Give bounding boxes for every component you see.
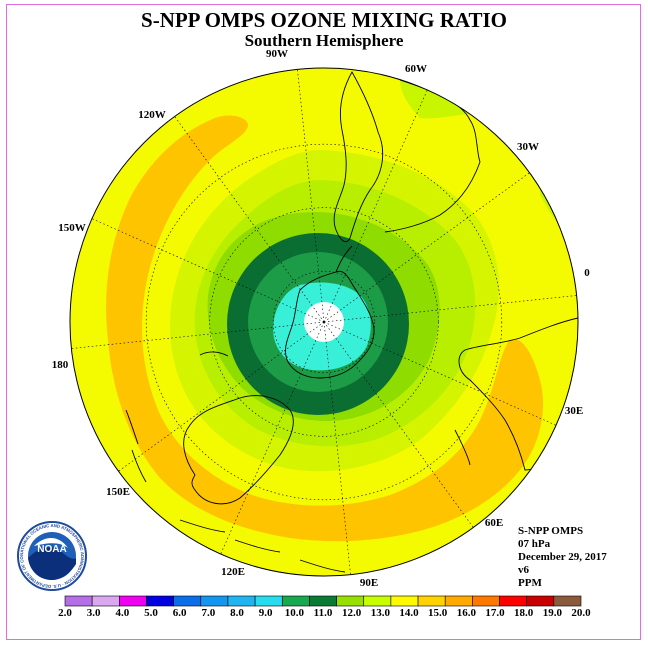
colorbar-tick-label: 9.0 <box>258 607 273 619</box>
colorbar-tick-label: 3.0 <box>86 607 101 619</box>
latitude-circle <box>145 143 503 501</box>
longitude-label: 60E <box>485 517 503 529</box>
info-level: 07 hPa <box>518 538 551 550</box>
colorbar <box>64 595 582 607</box>
colorbar-tick-label: 11.0 <box>313 607 333 619</box>
graticule <box>71 69 577 575</box>
colorbar-tick-label: 18.0 <box>514 607 534 619</box>
colorbar-tick-label: 10.0 <box>284 607 304 619</box>
info-date: December 29, 2017 <box>518 551 607 563</box>
longitude-label: 30W <box>517 141 539 153</box>
colorbar-swatch <box>254 595 283 607</box>
info-units: PPM <box>518 577 542 589</box>
colorbar-tick-label: 2.0 <box>58 607 72 619</box>
noaa-logo: NOAA NATIONAL OCEANIC AND ATMOSPHERIC AD… <box>17 521 87 591</box>
colorbar-swatch <box>390 595 419 607</box>
colorbar-swatch <box>227 595 256 607</box>
colorbar-swatch <box>281 595 310 607</box>
colorbar-swatch <box>363 595 392 607</box>
colorbar-labels: 2.0 3.0 4.0 5.0 6.0 7.0 8.0 9.0 10.0 11.0 12.0 13.0… <box>0 607 648 621</box>
longitude-label: 180 <box>52 359 69 371</box>
longitude-label: 150E <box>106 486 130 498</box>
longitude-label: 150W <box>58 222 86 234</box>
longitude-label: 30E <box>565 405 583 417</box>
colorbar-tick-label: 12.0 <box>342 607 362 619</box>
colorbar-tick-label: 15.0 <box>428 607 448 619</box>
latitude-circle <box>272 270 376 374</box>
longitude-label: 0 <box>584 267 590 279</box>
colorbar-swatch <box>499 595 527 607</box>
longitude-label: 90E <box>360 577 378 589</box>
colorbar-swatch <box>119 595 147 607</box>
map-title: S-NPP OMPS OZONE MIXING RATIO <box>141 8 507 32</box>
colorbar-tick-label: 5.0 <box>144 607 158 619</box>
latitude-circle <box>209 207 439 437</box>
map-subtitle: Southern Hemisphere <box>244 31 404 50</box>
colorbar-tick-label: 14.0 <box>399 607 419 619</box>
longitude-label: 90W <box>266 48 288 60</box>
info-panel: S-NPP OMPS 07 hPa December 29, 2017 v6 P… <box>518 525 607 590</box>
colorbar-swatch <box>526 595 555 607</box>
colorbar-tick-label: 20.0 <box>571 607 591 619</box>
longitude-label: 120E <box>221 566 245 578</box>
colorbar-swatch <box>146 595 174 607</box>
colorbar-swatch <box>444 595 473 607</box>
colorbar-swatch <box>200 595 229 607</box>
noaa-logo-text: NOAA <box>37 544 66 555</box>
colorbar-swatch <box>336 595 365 607</box>
colorbar-tick-label: 8.0 <box>230 607 244 619</box>
info-instrument: S-NPP OMPS <box>518 525 584 537</box>
info-version: v6 <box>518 564 529 576</box>
colorbar-tick-label: 7.0 <box>201 607 216 619</box>
longitude-labels: 90W 60W 30W 0 30E 60E 90E 120E 150E 180 150W 120W <box>52 48 591 589</box>
colorbar-swatch <box>417 595 446 607</box>
colorbar-tick-label: 6.0 <box>172 607 187 619</box>
longitude-label: 120W <box>138 109 166 121</box>
longitude-label: 60W <box>405 63 427 75</box>
colorbar-swatch <box>173 595 202 607</box>
colorbar-swatch <box>64 595 93 607</box>
colorbar-tick-label: 19.0 <box>542 607 562 619</box>
colorbar-swatch <box>553 595 582 607</box>
colorbar-swatch <box>309 595 337 607</box>
figure-frame <box>6 4 641 640</box>
colorbar-tick-label: 13.0 <box>370 607 390 619</box>
colorbar-tick-label: 4.0 <box>115 607 130 619</box>
colorbar-tick-label: 17.0 <box>485 607 505 619</box>
colorbar-tick-label: 16.0 <box>456 607 476 619</box>
colorbar-swatch <box>472 595 500 607</box>
map-boundary <box>69 67 579 577</box>
colorbar-swatch <box>91 595 120 607</box>
